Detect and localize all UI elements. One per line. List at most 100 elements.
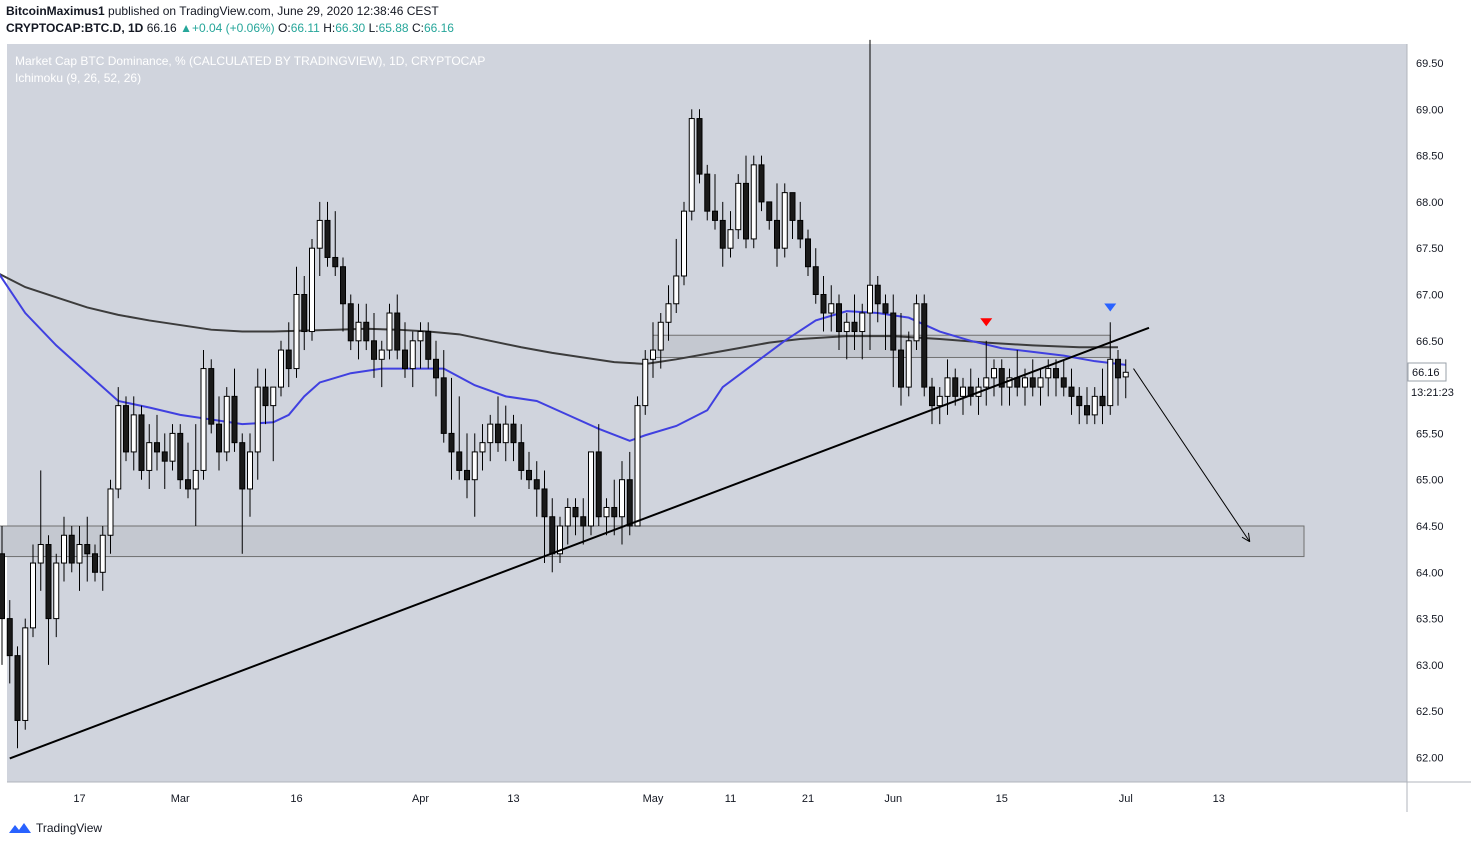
footer-brand[interactable]: TradingView bbox=[8, 821, 102, 835]
x-tick-label: 21 bbox=[802, 793, 814, 805]
bear-candle bbox=[851, 321, 858, 333]
bull-candle bbox=[557, 525, 563, 555]
bull-candle bbox=[409, 340, 416, 370]
plot-area[interactable] bbox=[7, 44, 1407, 782]
bear-candle bbox=[766, 201, 773, 221]
bear-candle bbox=[371, 340, 377, 360]
bull-candle bbox=[1022, 377, 1028, 388]
bull-candle bbox=[642, 358, 649, 407]
bull-candle bbox=[991, 368, 997, 379]
indicator-label: Ichimoku (9, 26, 52, 26) bbox=[15, 71, 141, 85]
bear-candle bbox=[68, 534, 75, 564]
bear-candle bbox=[898, 349, 904, 388]
y-tick-label: 65.00 bbox=[1416, 475, 1444, 487]
bull-candle bbox=[378, 349, 385, 360]
y-tick-label: 64.00 bbox=[1416, 567, 1444, 579]
y-tick-label: 62.00 bbox=[1416, 753, 1444, 765]
close-value: 66.16 bbox=[423, 21, 454, 35]
bear-candle bbox=[929, 386, 935, 407]
countdown-tag: 13:21:23 bbox=[1408, 383, 1462, 401]
bear-candle bbox=[890, 312, 897, 351]
bear-candle bbox=[1115, 358, 1121, 379]
y-tick-label: 67.00 bbox=[1416, 290, 1444, 302]
bear-candle bbox=[549, 516, 556, 555]
author-name[interactable]: BitcoinMaximus1 bbox=[6, 4, 105, 18]
bear-candle bbox=[712, 210, 718, 221]
y-tick-label: 67.50 bbox=[1416, 243, 1444, 255]
bull-candle bbox=[316, 219, 323, 249]
candles bbox=[0, 39, 1129, 749]
bear-candle bbox=[123, 405, 129, 453]
x-tick-label: Mar bbox=[171, 793, 190, 805]
bear-candle bbox=[84, 544, 91, 555]
bull-candle bbox=[270, 386, 277, 407]
bear-candle bbox=[774, 219, 780, 249]
bear-candle bbox=[177, 432, 184, 481]
bull-candle bbox=[867, 284, 873, 314]
bull-candle bbox=[223, 395, 230, 453]
bear-candle bbox=[231, 395, 238, 444]
bull-candle bbox=[37, 544, 44, 564]
bull-candle bbox=[1122, 371, 1129, 378]
bear-candle bbox=[882, 303, 889, 314]
last-price-tag-label: 66.16 bbox=[1412, 367, 1440, 379]
bull-candle bbox=[200, 368, 207, 471]
time-axis[interactable] bbox=[7, 782, 1407, 812]
y-tick-label: 69.50 bbox=[1416, 58, 1444, 70]
projection-arrow-line bbox=[1133, 368, 1251, 543]
x-axis-ticks: 17 Mar 16 Apr 13 May 11 21 Jun 15 Jul 13 bbox=[73, 793, 1225, 805]
bear-candle bbox=[921, 303, 928, 388]
bull-candle bbox=[634, 405, 641, 527]
bear-candle bbox=[580, 516, 587, 527]
bear-candle bbox=[967, 386, 974, 397]
bear-candle bbox=[526, 469, 532, 481]
bear-candle bbox=[45, 544, 52, 620]
ohlc-line: CRYPTOCAP:BTC.D, 1D 66.16 ▲+0.04 (+0.06%… bbox=[6, 21, 454, 35]
chart-title: Market Cap BTC Dominance, % (CALCULATED … bbox=[15, 54, 485, 68]
bear-candle bbox=[789, 192, 796, 221]
zone-rect-0 bbox=[0, 525, 1305, 558]
bull-candle bbox=[1045, 368, 1052, 379]
bull-candle bbox=[843, 321, 850, 333]
x-tick-label: Jul bbox=[1119, 793, 1133, 805]
countdown-label: 13:21:23 bbox=[1411, 387, 1454, 399]
bear-candle bbox=[464, 469, 470, 481]
bear-candle bbox=[595, 451, 602, 518]
bear-candle bbox=[518, 442, 525, 471]
bear-candle bbox=[836, 303, 842, 333]
y-tick-label: 66.50 bbox=[1416, 336, 1444, 348]
bear-candle bbox=[440, 377, 447, 434]
zones bbox=[0, 334, 1305, 558]
x-tick-label: May bbox=[643, 793, 664, 805]
bear-candle bbox=[572, 506, 579, 518]
bear-candle bbox=[820, 294, 827, 314]
bear-candle bbox=[425, 331, 432, 360]
bear-candle bbox=[14, 655, 21, 721]
bull-candle bbox=[417, 331, 424, 342]
bull-candle bbox=[487, 423, 494, 444]
bull-candle bbox=[169, 432, 176, 462]
bear-candle bbox=[541, 488, 548, 518]
bull-candle bbox=[905, 340, 912, 388]
bull-candle bbox=[588, 451, 594, 527]
support-trendline bbox=[9, 326, 1150, 760]
bull-candle bbox=[619, 479, 625, 518]
bull-candle bbox=[913, 303, 920, 342]
bull-candle bbox=[936, 395, 943, 407]
bear-candle bbox=[324, 219, 331, 258]
bear-candle bbox=[208, 368, 215, 425]
y-tick-label: 64.50 bbox=[1416, 521, 1444, 533]
bull-candle bbox=[99, 534, 106, 573]
open-value: 66.11 bbox=[290, 21, 320, 35]
x-tick-label: 15 bbox=[996, 793, 1008, 805]
price-axis[interactable] bbox=[1407, 44, 1471, 812]
bear-candle bbox=[495, 423, 501, 444]
bull-candle bbox=[960, 386, 966, 397]
bear-candle bbox=[704, 173, 711, 212]
bear-candle bbox=[0, 553, 5, 620]
bear-candle bbox=[402, 349, 408, 370]
x-tick-label: Jun bbox=[884, 793, 902, 805]
marker-down-arrow-icon bbox=[980, 318, 993, 327]
high-value: 66.30 bbox=[335, 21, 366, 35]
